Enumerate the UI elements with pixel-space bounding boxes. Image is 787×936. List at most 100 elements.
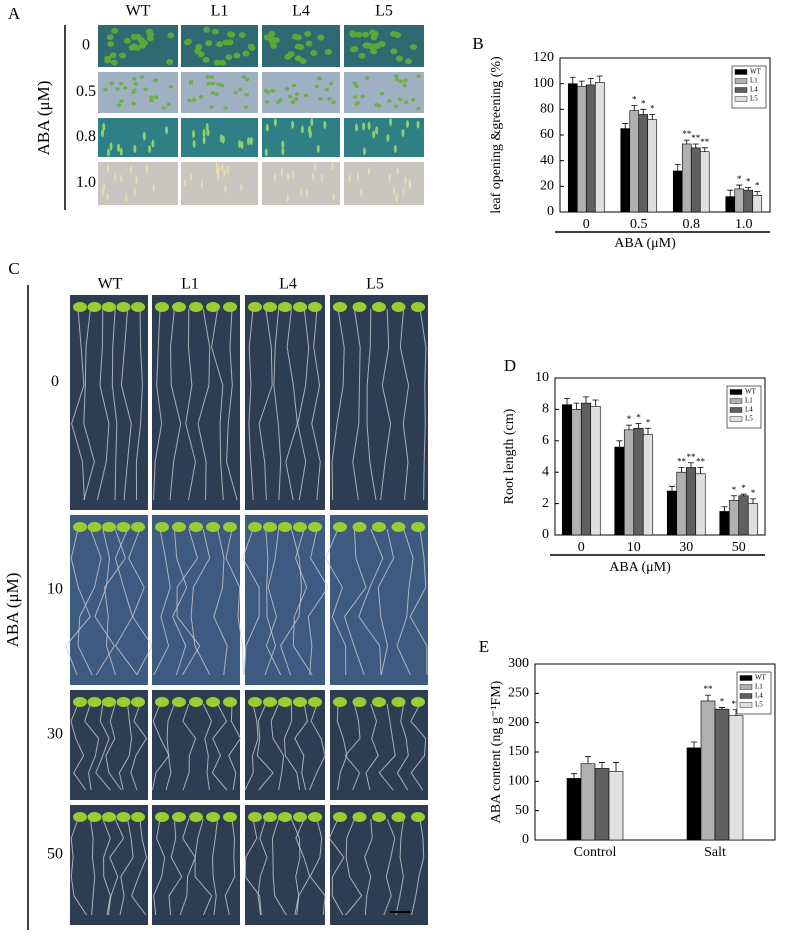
seedling (183, 39, 191, 46)
bar (567, 83, 578, 213)
seedling (202, 136, 206, 145)
panel-label: D (504, 356, 516, 375)
seed (217, 165, 220, 174)
root (228, 703, 242, 791)
seedling (249, 136, 253, 145)
root (307, 528, 329, 676)
error-bar (616, 440, 623, 448)
seedling (106, 34, 114, 41)
root (309, 703, 326, 791)
root (295, 818, 311, 916)
panel-label: E (479, 637, 489, 656)
root (102, 818, 111, 916)
seed (221, 163, 224, 172)
seedling (211, 28, 219, 35)
leaf (248, 697, 262, 707)
seedling (372, 130, 376, 139)
seedling (368, 29, 376, 36)
root (96, 308, 110, 501)
seedling (216, 82, 221, 87)
seed (106, 164, 109, 173)
bar (752, 195, 763, 213)
leaf (293, 812, 307, 822)
row-label: 0.8 (76, 128, 96, 145)
root (190, 528, 211, 676)
x-axis-label: ABA (μM) (609, 560, 671, 575)
leaf (278, 812, 292, 822)
seedling (116, 103, 122, 107)
y-tick-label: 6 (542, 433, 549, 448)
legend-label: L1 (745, 397, 753, 405)
x-tick-label: 10 (627, 540, 641, 555)
error-bar (599, 762, 605, 769)
bar (676, 471, 687, 536)
root (409, 528, 428, 676)
leaf (73, 522, 87, 532)
leaf (155, 522, 169, 532)
y-tick-label: 20 (540, 179, 554, 194)
significance-label: * (627, 414, 632, 424)
error-bar (745, 187, 752, 191)
column-label: L1 (211, 3, 229, 20)
legend-label: WT (755, 674, 767, 682)
legend-swatch (739, 684, 753, 690)
row-label: 1.0 (76, 174, 96, 191)
seedling (410, 44, 418, 51)
photo (330, 690, 428, 800)
root (325, 528, 347, 676)
leaf (206, 812, 220, 822)
x-tick-label: 50 (732, 540, 746, 555)
seed (223, 169, 226, 178)
seedling (367, 121, 371, 130)
seedling (379, 91, 385, 96)
photo (344, 162, 424, 205)
seed (190, 172, 193, 181)
seedling (143, 87, 148, 92)
seedling (168, 84, 173, 89)
error-bar (596, 75, 603, 83)
seedling (238, 87, 243, 92)
root (165, 703, 175, 791)
root (364, 818, 373, 916)
root (89, 818, 96, 916)
seedling (225, 54, 233, 61)
photo (245, 515, 325, 685)
significance-label: * (720, 696, 725, 706)
row-label: 50 (47, 846, 63, 863)
seedling (310, 118, 314, 127)
bar (747, 503, 759, 536)
y-tick-label: 0 (522, 832, 529, 847)
significance-label: * (741, 483, 746, 493)
photo (245, 805, 325, 925)
legend-label: L4 (745, 406, 753, 414)
root (77, 528, 102, 676)
bar (725, 196, 736, 213)
leaf (189, 812, 203, 822)
seedling (213, 59, 221, 66)
root (212, 818, 219, 916)
leaf (372, 697, 386, 707)
x-tick-label: 0.5 (630, 217, 648, 232)
bar (714, 708, 730, 841)
y-tick-label: 4 (542, 464, 549, 479)
root (309, 818, 326, 916)
seedling (205, 75, 211, 79)
legend-label: L4 (755, 692, 763, 700)
seedling (119, 147, 123, 156)
leaf (333, 697, 347, 707)
legend-label: L4 (750, 86, 758, 94)
seedling (188, 81, 194, 85)
leaf (391, 697, 406, 707)
leaf (411, 522, 425, 532)
seedling (350, 46, 358, 53)
seedling (148, 95, 154, 100)
legend-swatch (734, 87, 748, 93)
seedling (149, 98, 154, 103)
seed (200, 180, 203, 189)
bar (743, 189, 754, 213)
seedling (287, 51, 295, 58)
seedling (291, 83, 297, 88)
bar (666, 490, 678, 536)
x-tick-label: 30 (679, 540, 693, 555)
